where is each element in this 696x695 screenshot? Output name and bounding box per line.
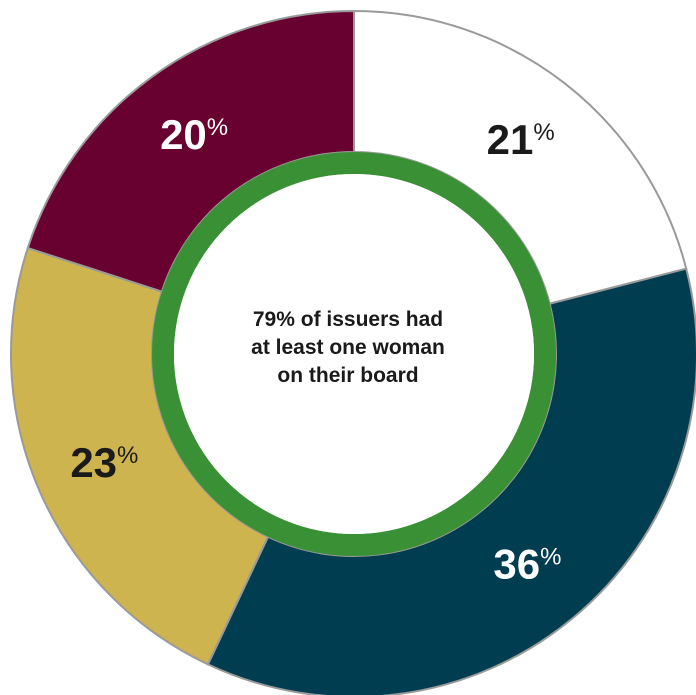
center-annotation-line-1: 79% of issuers had bbox=[218, 306, 478, 334]
center-annotation-line-3: on their board bbox=[218, 362, 478, 390]
center-annotation-line-2: at least one woman bbox=[218, 334, 478, 362]
center-annotation: 79% of issuers had at least one woman on… bbox=[218, 306, 478, 390]
